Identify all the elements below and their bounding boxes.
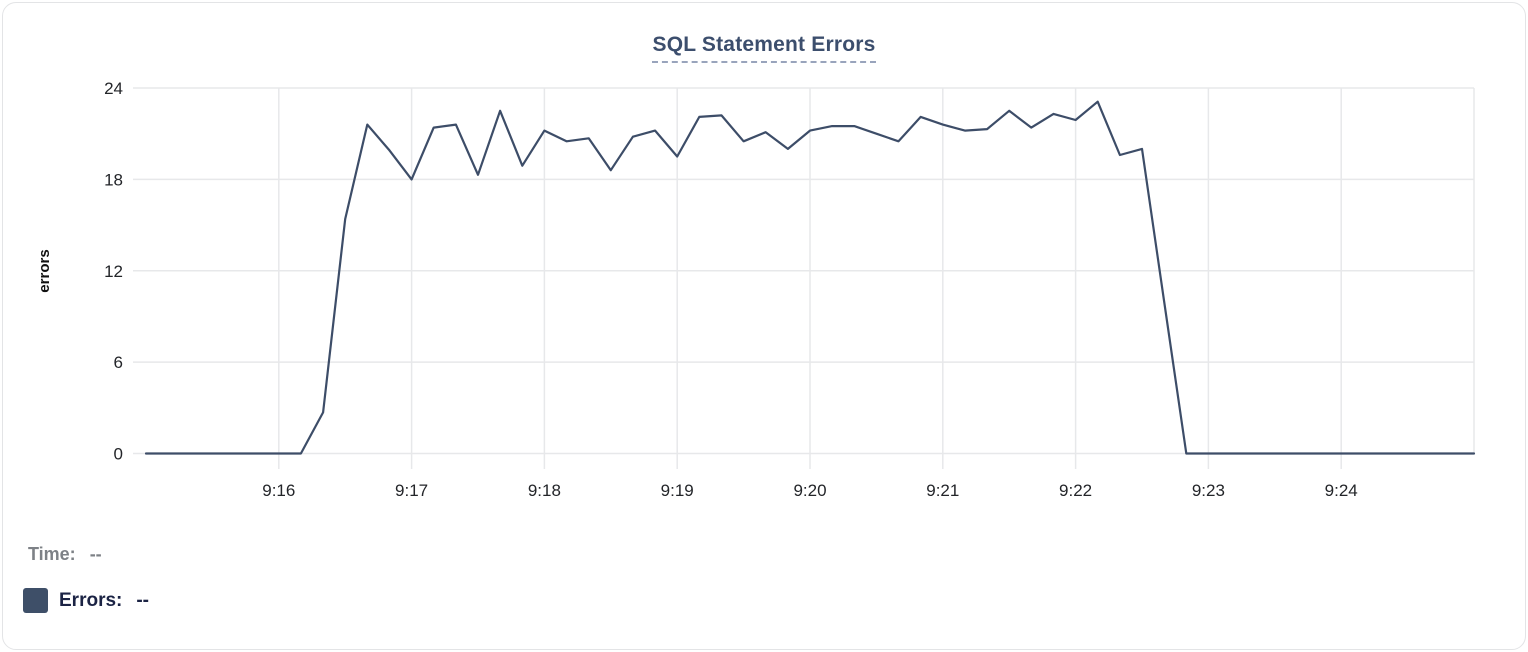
tooltip-errors-label: Errors: xyxy=(59,589,123,611)
x-tick-label: 9:16 xyxy=(262,481,295,500)
x-tick-label: 9:17 xyxy=(395,481,428,500)
tooltip-time-value: -- xyxy=(89,544,102,564)
y-axis-title: errors xyxy=(36,249,53,292)
errors-line-chart[interactable]: 0 6 12 18 24 9:16 9:17 9:18 9:19 9:20 9:21 9:22 9:23… xyxy=(3,3,1526,515)
chart-title[interactable]: SQL Statement Errors xyxy=(652,33,876,63)
x-tick-label: 9:18 xyxy=(528,481,561,500)
x-tick-label: 9:19 xyxy=(661,481,694,500)
tooltip-errors-value: -- xyxy=(136,589,150,611)
tooltip-errors-row: Errors: -- xyxy=(23,588,149,613)
tooltip-time-label: Time: xyxy=(28,544,76,564)
x-tick-label: 9:23 xyxy=(1192,481,1225,500)
y-tick-label: 24 xyxy=(104,79,123,98)
x-tick-label: 9:21 xyxy=(926,481,959,500)
errors-legend-swatch xyxy=(23,588,48,613)
x-tick-label: 9:22 xyxy=(1059,481,1092,500)
y-tick-label: 18 xyxy=(104,170,123,189)
chart-header: SQL Statement Errors xyxy=(3,33,1525,63)
x-tick-label: 9:20 xyxy=(793,481,826,500)
y-tick-label: 0 xyxy=(114,445,123,464)
y-tick-label: 6 xyxy=(114,353,123,372)
errors-series-line xyxy=(144,100,1476,455)
y-tick-label: 12 xyxy=(104,262,123,281)
x-tick-label: 9:24 xyxy=(1325,481,1358,500)
tooltip-time-row: Time: -- xyxy=(28,544,102,565)
